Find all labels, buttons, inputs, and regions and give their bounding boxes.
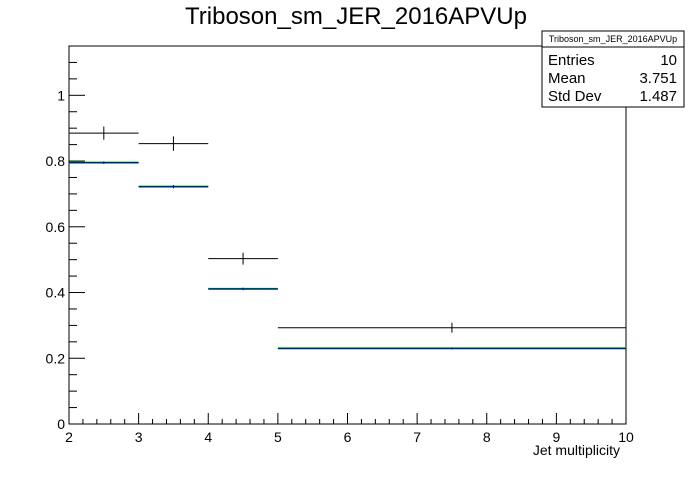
- x-tick-label: 9: [552, 429, 560, 445]
- y-tick-label: 0.2: [46, 350, 66, 366]
- stats-entries-label: Entries: [548, 52, 595, 69]
- y-tick-label: 1: [57, 87, 65, 103]
- y-tick-label: 0.8: [46, 153, 66, 169]
- chart-title: Triboson_sm_JER_2016APVUp: [185, 3, 527, 30]
- x-tick-label: 10: [618, 429, 634, 445]
- x-axis-label: Jet multiplicity: [533, 442, 620, 458]
- x-tick-label: 7: [413, 429, 421, 445]
- x-tick-label: 5: [274, 429, 282, 445]
- stats-stddev-value: 1.487: [639, 88, 677, 105]
- x-axis: 2 3 4 5 6 7 8 9 10: [65, 413, 634, 445]
- stats-box: Triboson_sm_JER_2016APVUp Entries 10 Mea…: [541, 30, 685, 108]
- stats-entries-value: 10: [660, 52, 677, 69]
- stats-box-title: Triboson_sm_JER_2016APVUp: [549, 34, 677, 44]
- y-tick-label: 0.6: [46, 219, 66, 235]
- stats-mean-value: 3.751: [639, 70, 677, 87]
- y-tick-label: 0.4: [46, 285, 66, 301]
- x-tick-label: 3: [135, 429, 143, 445]
- stats-mean-label: Mean: [548, 70, 586, 87]
- y-axis: 0 0.2 0.4 0.6 0.8 1: [46, 61, 85, 432]
- x-tick-label: 8: [483, 429, 491, 445]
- x-tick-label: 2: [65, 429, 73, 445]
- stats-stddev-label: Std Dev: [548, 88, 602, 105]
- x-tick-label: 4: [204, 429, 212, 445]
- series-layer: [69, 126, 626, 350]
- x-tick-label: 6: [344, 429, 352, 445]
- y-tick-label: 0: [57, 416, 65, 432]
